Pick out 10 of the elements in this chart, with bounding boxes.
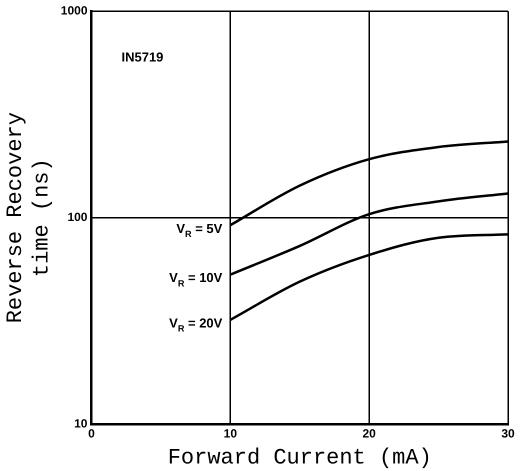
annotation: IN5719 (121, 49, 164, 64)
x-tick-label: 30 (501, 426, 515, 441)
x-tick-label: 20 (362, 426, 376, 441)
y-tick-label: 1000 (60, 4, 88, 18)
x-tick-label: 0 (88, 426, 96, 441)
y-tick-label: 10 (74, 416, 88, 431)
y-axis-title: Reverse Recovery time (ns) (3, 112, 54, 324)
y-tick-label: 100 (67, 210, 88, 224)
x-axis-title: Forward Current (mA) (168, 446, 432, 471)
x-tick-label: 10 (224, 426, 238, 441)
